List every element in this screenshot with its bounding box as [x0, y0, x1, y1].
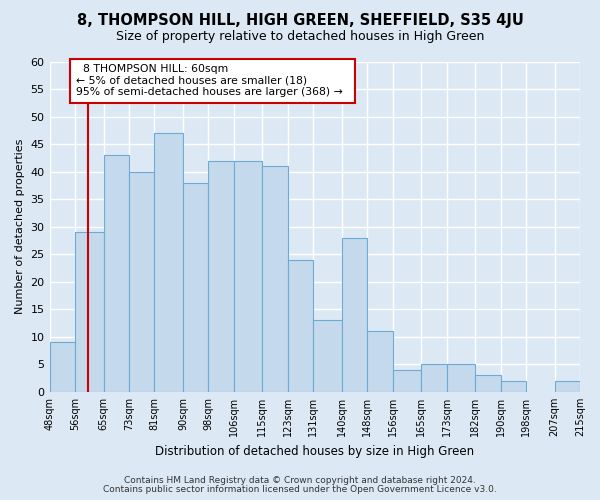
Bar	[154, 133, 183, 392]
Bar	[183, 182, 208, 392]
Bar	[262, 166, 288, 392]
Text: 8 THOMPSON HILL: 60sqm
← 5% of detached houses are smaller (18)
95% of semi-deta: 8 THOMPSON HILL: 60sqm ← 5% of detached …	[76, 64, 350, 98]
Bar	[234, 160, 262, 392]
Bar	[446, 364, 475, 392]
Text: Size of property relative to detached houses in High Green: Size of property relative to detached ho…	[116, 30, 484, 43]
Bar	[367, 332, 392, 392]
Bar	[313, 320, 342, 392]
Bar	[288, 260, 313, 392]
Bar	[129, 172, 154, 392]
Text: Contains HM Land Registry data © Crown copyright and database right 2024.: Contains HM Land Registry data © Crown c…	[124, 476, 476, 485]
Bar	[208, 160, 234, 392]
X-axis label: Distribution of detached houses by size in High Green: Distribution of detached houses by size …	[155, 444, 475, 458]
Bar	[104, 155, 129, 392]
Text: 8, THOMPSON HILL, HIGH GREEN, SHEFFIELD, S35 4JU: 8, THOMPSON HILL, HIGH GREEN, SHEFFIELD,…	[77, 12, 523, 28]
Bar	[50, 342, 75, 392]
Bar	[554, 381, 580, 392]
Bar	[75, 232, 104, 392]
Text: Contains public sector information licensed under the Open Government Licence v3: Contains public sector information licen…	[103, 485, 497, 494]
Bar	[392, 370, 421, 392]
Bar	[342, 238, 367, 392]
Y-axis label: Number of detached properties: Number of detached properties	[15, 139, 25, 314]
Bar	[500, 381, 526, 392]
Bar	[421, 364, 446, 392]
Bar	[475, 376, 500, 392]
